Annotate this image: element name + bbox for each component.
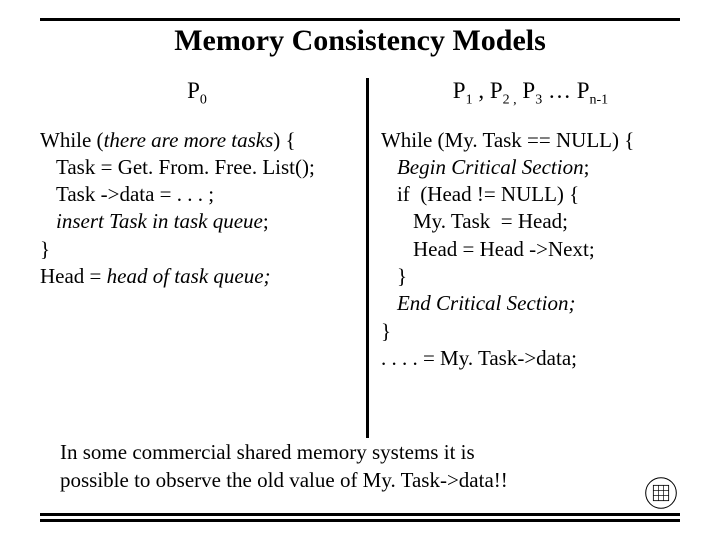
left-code-block: While (there are more tasks) {Task = Get… — [40, 127, 354, 291]
right-code-block: While (My. Task == NULL) {Begin Critical… — [381, 127, 680, 373]
two-column-layout: P0 While (there are more tasks) {Task = … — [30, 78, 690, 440]
proc-p: P — [187, 78, 200, 103]
top-rule — [40, 18, 680, 21]
vertical-divider — [366, 78, 369, 438]
caption-line-1: In some commercial shared memory systems… — [60, 439, 640, 466]
institution-logo-icon — [644, 476, 678, 510]
caption-line-2: possible to observe the old value of My.… — [60, 467, 640, 494]
caption: In some commercial shared memory systems… — [60, 439, 640, 494]
proc-sub: 0 — [200, 93, 207, 108]
left-column: P0 While (there are more tasks) {Task = … — [30, 78, 364, 440]
slide-title: Memory Consistency Models — [0, 24, 720, 58]
right-column: P1 , P2 , P3 … Pn-1 While (My. Task == N… — [371, 78, 690, 440]
left-proc-label: P0 — [40, 78, 354, 109]
bottom-rules — [40, 513, 680, 522]
right-proc-label: P1 , P2 , P3 … Pn-1 — [381, 78, 680, 109]
